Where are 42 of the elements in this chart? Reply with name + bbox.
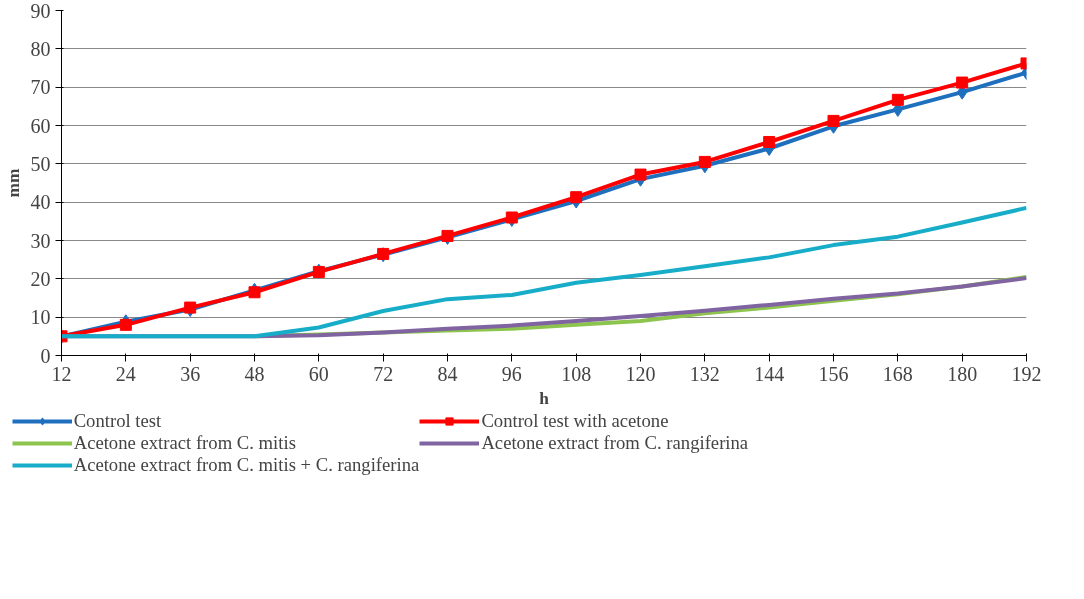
x-tick-label: 60 [308,362,329,385]
point [763,135,776,148]
point [119,318,132,331]
x-tick-label: 192 [1011,362,1042,385]
point [827,114,840,127]
x-tick-label: 120 [625,362,656,385]
point [891,93,904,106]
y-tick-label: 30 [30,229,51,252]
x-tick-label: 12 [51,362,72,385]
x-tick-label: 168 [882,362,913,385]
x-tick-label: 156 [818,362,849,385]
legend-label: Acetone extract from C. mitis + C. rangiferina [73,454,420,476]
x-tick-label: 132 [689,362,720,385]
x-tick-label: 96 [501,362,522,385]
point [698,155,711,168]
y-axis-title: mm [3,168,23,198]
y-tick-label: 20 [30,267,51,290]
y-tick-label: 60 [30,114,51,137]
x-tick-label: 24 [115,362,136,385]
legend-label: Control test with acetone [481,410,669,432]
point [570,191,583,204]
x-tick-label: 84 [437,362,458,385]
legend-label: Acetone extract from C. mitis [73,432,296,454]
point [634,168,647,181]
x-tick-label: 144 [754,362,785,385]
legend-label: Control test [73,410,162,432]
y-tick-label: 80 [30,37,51,60]
y-tick-label: 10 [30,306,51,329]
x-tick-label: 180 [947,362,978,385]
x-tick-label: 36 [180,362,201,385]
x-tick-label: 72 [373,362,394,385]
legend-label: Acetone extract from C. rangiferina [481,432,749,454]
y-tick-label: 0 [40,344,51,367]
y-tick-label: 50 [30,152,51,175]
y-tick-label: 70 [30,76,51,99]
y-tick-label: 40 [30,191,51,214]
x-tick-label: 48 [244,362,265,385]
x-tick-label: 108 [561,362,592,385]
x-axis-title: h [539,388,550,408]
point [956,76,969,89]
y-tick-label: 90 [30,0,51,22]
point [248,286,261,299]
